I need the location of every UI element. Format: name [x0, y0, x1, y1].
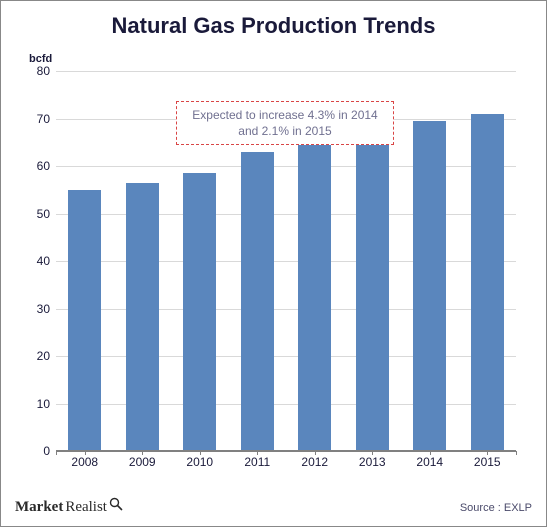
- bar: [183, 173, 216, 451]
- y-tick-label: 30: [37, 302, 50, 316]
- y-tick-label: 70: [37, 112, 50, 126]
- x-axis-labels: 2008 2009 2010 2011 2012 2013 2014 2015: [56, 451, 516, 471]
- annotation-line-1: Expected to increase 4.3% in 2014: [187, 107, 383, 123]
- bar: [126, 183, 159, 451]
- x-tick: [516, 451, 517, 455]
- bar: [413, 121, 446, 451]
- x-tick-label: 2013: [359, 455, 386, 469]
- x-tick: [200, 451, 201, 455]
- brand-logo: MarketRealist: [15, 499, 123, 516]
- brand-rest: Realist: [65, 499, 107, 516]
- x-tick-label: 2015: [474, 455, 501, 469]
- source-label: Source : EXLP: [460, 502, 532, 514]
- x-tick-label: 2011: [244, 455, 270, 469]
- x-tick-label: 2009: [129, 455, 156, 469]
- y-tick-label: 50: [37, 207, 50, 221]
- x-tick: [56, 451, 57, 455]
- y-tick-label: 80: [37, 64, 50, 78]
- x-tick: [430, 451, 431, 455]
- x-tick: [142, 451, 143, 455]
- bar: [356, 135, 389, 451]
- bar: [298, 140, 331, 451]
- x-tick-label: 2014: [416, 455, 443, 469]
- plot-area: 01020304050607080 2008200920102011201220…: [56, 71, 516, 451]
- magnifier-icon: [109, 497, 123, 514]
- x-tick-label: 2010: [186, 455, 213, 469]
- y-tick-label: 20: [37, 349, 50, 363]
- x-tick: [372, 451, 373, 455]
- chart-container: Natural Gas Production Trends bcfd 01020…: [0, 0, 547, 527]
- bar: [241, 152, 274, 451]
- annotation-line-2: and 2.1% in 2015: [187, 123, 383, 139]
- y-tick-label: 10: [37, 397, 50, 411]
- bar: [68, 190, 101, 451]
- x-tick: [315, 451, 316, 455]
- chart-title: Natural Gas Production Trends: [1, 1, 546, 47]
- y-tick-label: 40: [37, 254, 50, 268]
- x-tick-label: 2012: [301, 455, 328, 469]
- bar: [471, 114, 504, 451]
- x-tick: [487, 451, 488, 455]
- brand-bold: Market: [15, 499, 63, 516]
- annotation-box: Expected to increase 4.3% in 2014 and 2.…: [176, 101, 394, 145]
- y-tick-label: 60: [37, 159, 50, 173]
- y-tick-label: 0: [43, 444, 50, 458]
- x-tick: [85, 451, 86, 455]
- x-tick: [257, 451, 258, 455]
- x-tick-label: 2008: [71, 455, 98, 469]
